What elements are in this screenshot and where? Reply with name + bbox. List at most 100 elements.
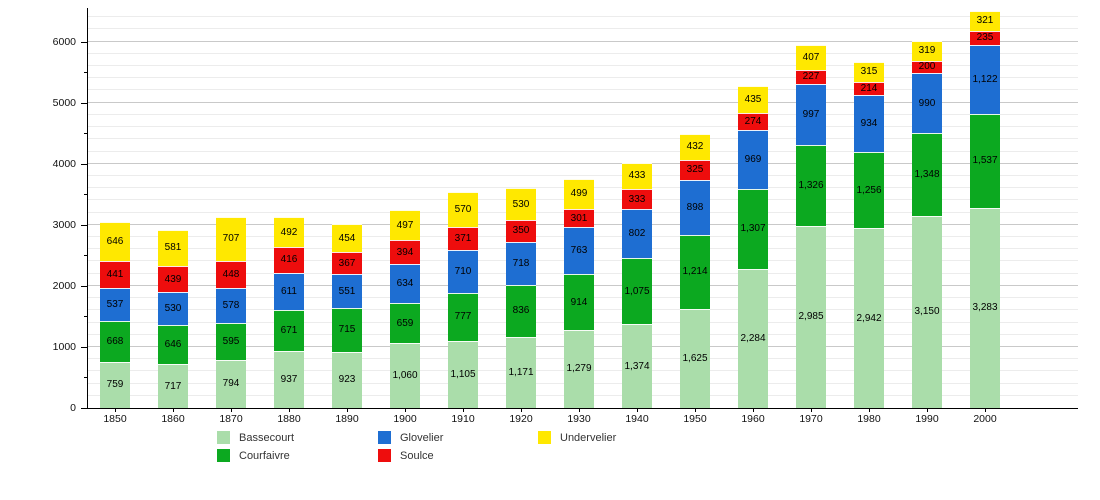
bar-segment-soulce-1930: 301: [564, 209, 594, 228]
segment-value-label: 315: [860, 66, 878, 78]
segment-value-label: 969: [744, 153, 762, 165]
segment-value-label: 923: [338, 374, 356, 386]
segment-value-label: 319: [918, 45, 936, 57]
bar-segment-undervelier-1960: 435: [738, 86, 768, 113]
x-axis-tick: [695, 408, 696, 412]
gridline: [88, 65, 1078, 67]
x-axis-label: 1920: [509, 413, 533, 425]
segment-value-label: 934: [860, 117, 878, 129]
bar-segment-bassecourt-1950: 1,625: [680, 308, 710, 408]
segment-value-label: 646: [106, 235, 124, 247]
y-axis-tick: [81, 41, 87, 43]
y-axis-tick: [81, 102, 87, 104]
x-axis-line: [87, 408, 1078, 409]
y-axis-line: [87, 8, 88, 409]
bar-segment-glovelier-1980: 934: [854, 94, 884, 152]
bar-segment-courfaivre-1990: 1,348: [912, 133, 942, 216]
legend-item-bassecourt: Bassecourt: [217, 431, 294, 444]
bar-segment-soulce-1970: 227: [796, 70, 826, 84]
segment-value-label: 394: [396, 246, 414, 258]
gridline: [88, 89, 1078, 91]
y-axis-label: 3000: [52, 218, 76, 231]
y-axis-label: 1000: [52, 340, 76, 353]
segment-value-label: 937: [280, 373, 298, 385]
bar-segment-soulce-1870: 448: [216, 260, 246, 288]
segment-value-label: 759: [106, 379, 124, 391]
plot-area: 759 668 537 441 646 717 646 530 439 581 794 595 578 4…: [88, 8, 1078, 408]
bar-segment-undervelier-1970: 407: [796, 45, 826, 70]
x-axis-label: 1950: [683, 413, 707, 425]
bar-segment-undervelier-1920: 530: [506, 187, 536, 221]
bar-segment-soulce-1990: 200: [912, 60, 942, 73]
gridline: [88, 77, 1078, 79]
x-axis-label: 1960: [741, 413, 765, 425]
segment-value-label: 570: [454, 204, 472, 216]
x-axis-tick: [347, 408, 348, 412]
segment-value-label: 325: [686, 164, 704, 176]
bar-segment-glovelier-1910: 710: [448, 249, 478, 294]
gridline: [88, 113, 1078, 115]
segment-value-label: 1,374: [624, 360, 650, 372]
legend-swatch-soulce: [378, 449, 391, 462]
bar-segment-glovelier-1870: 578: [216, 287, 246, 324]
x-axis-label: 1890: [335, 413, 359, 425]
bar-segment-courfaivre-1930: 914: [564, 274, 594, 330]
bar-segment-undervelier-1870: 707: [216, 217, 246, 261]
segment-value-label: 990: [918, 97, 936, 109]
segment-value-label: 497: [396, 219, 414, 231]
legend-swatch-bassecourt: [217, 431, 230, 444]
y-axis-tick: [84, 194, 87, 196]
gridline: [88, 16, 1078, 18]
bar-segment-courfaivre-1940: 1,075: [622, 258, 652, 325]
bar-segment-bassecourt-1930: 1,279: [564, 329, 594, 408]
y-axis-tick: [84, 133, 87, 135]
segment-value-label: 794: [222, 378, 240, 390]
x-axis-label: 1900: [393, 413, 417, 425]
x-axis-tick: [521, 408, 522, 412]
bar-segment-soulce-1890: 367: [332, 251, 362, 275]
segment-value-label: 435: [744, 94, 762, 106]
bar-segment-courfaivre-1950: 1,214: [680, 234, 710, 309]
bar-segment-undervelier-1880: 492: [274, 217, 304, 248]
segment-value-label: 671: [280, 324, 298, 336]
segment-value-label: 439: [164, 273, 182, 285]
segment-value-label: 646: [164, 339, 182, 350]
bar-segment-undervelier-1850: 646: [100, 221, 130, 262]
segment-value-label: 333: [628, 193, 646, 205]
y-axis-label: 4000: [52, 157, 76, 170]
y-axis-tick: [81, 408, 87, 409]
segment-value-label: 492: [280, 226, 298, 238]
legend-item-undervelier: Undervelier: [538, 431, 616, 444]
bar-segment-glovelier-1970: 997: [796, 83, 826, 145]
bar-segment-undervelier-2000: 321: [970, 11, 1000, 31]
segment-value-label: 432: [686, 141, 704, 153]
bar-segment-courfaivre-1860: 646: [158, 324, 188, 365]
segment-value-label: 227: [802, 71, 820, 83]
segment-value-label: 235: [976, 32, 994, 44]
x-axis-tick: [115, 408, 116, 412]
gridline: [88, 28, 1078, 30]
segment-value-label: 581: [164, 242, 182, 254]
segment-value-label: 2,284: [740, 332, 766, 344]
gridline: [88, 138, 1078, 140]
y-axis-label: 2000: [52, 279, 76, 292]
segment-value-label: 200: [918, 61, 936, 73]
segment-value-label: 1,537: [972, 155, 998, 167]
segment-value-label: 3,150: [914, 306, 940, 318]
bar-segment-bassecourt-1900: 1,060: [390, 343, 420, 408]
segment-value-label: 2,942: [856, 312, 882, 324]
y-axis-tick: [81, 224, 87, 226]
legend-swatch-undervelier: [538, 431, 551, 444]
segment-value-label: 321: [976, 15, 994, 27]
bar-segment-courfaivre-1980: 1,256: [854, 151, 884, 229]
x-axis-tick: [753, 408, 754, 412]
segment-value-label: 1,625: [682, 352, 708, 364]
x-axis-label: 1870: [219, 413, 243, 425]
x-axis-tick: [811, 408, 812, 412]
segment-value-label: 2,985: [798, 311, 824, 323]
bar-segment-undervelier-1980: 315: [854, 62, 884, 82]
bar-segment-courfaivre-1920: 836: [506, 285, 536, 337]
bar-segment-glovelier-1950: 898: [680, 179, 710, 235]
gridline: [88, 40, 1078, 42]
bar-segment-bassecourt-1990: 3,150: [912, 215, 942, 408]
